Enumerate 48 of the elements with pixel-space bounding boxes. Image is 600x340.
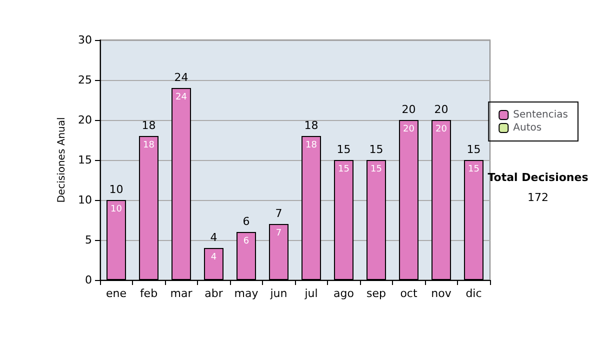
total-label: 15 [369, 143, 384, 156]
data-label: 6 [243, 236, 250, 246]
y-tick-label: 20 [78, 114, 92, 126]
y-tick-label: 0 [85, 274, 92, 286]
y-tick-label: 30 [78, 34, 92, 46]
x-tick-label: sep [366, 287, 386, 300]
y-tick-label: 5 [85, 234, 92, 246]
data-label: 20 [403, 124, 415, 134]
data-label: 15 [370, 164, 382, 174]
total-label: 15 [466, 143, 481, 156]
total-label: 24 [174, 71, 188, 84]
data-label: 4 [210, 252, 217, 262]
y-tick-label: 25 [78, 74, 92, 86]
total-label: 20 [434, 103, 448, 116]
x-tick-label: feb [140, 287, 158, 300]
x-tick-label: oct [400, 287, 418, 300]
x-tick-label: nov [431, 287, 452, 300]
x-tick-label: jun [269, 287, 288, 300]
total-label: 20 [402, 103, 416, 116]
y-tick-label: 15 [78, 154, 92, 166]
total-label: 6 [242, 215, 250, 228]
total-label: 4 [210, 231, 218, 244]
y-axis-title: Decisiones Anual [56, 117, 68, 203]
data-label: 20 [436, 124, 448, 134]
total-label: 15 [336, 143, 351, 156]
x-tick-label: mar [170, 287, 193, 300]
x-tick-label: dic [466, 287, 482, 300]
y-tick-label: 10 [78, 194, 92, 206]
data-label: 15 [468, 164, 480, 174]
total-label: 7 [275, 207, 282, 220]
x-tick-label: abr [204, 287, 224, 300]
x-tick-label: may [234, 287, 259, 300]
total-label: 18 [304, 119, 318, 132]
data-label: 10 [110, 204, 122, 214]
x-tick-label: jul [304, 287, 318, 300]
legend-label: Autos [513, 122, 542, 134]
annotation: Total Decisiones [488, 171, 589, 184]
data-label: 18 [143, 140, 155, 150]
x-tick-label: ene [106, 287, 127, 300]
x-tick-label: ago [334, 287, 354, 300]
data-label: 18 [306, 140, 318, 150]
data-label: 24 [176, 92, 188, 102]
data-label: 7 [276, 228, 282, 238]
data-label: 15 [338, 164, 350, 174]
total-label: 18 [142, 119, 156, 132]
total-label: 10 [109, 183, 124, 196]
legend-label: Sentencias [513, 110, 568, 120]
text: 172 [528, 191, 548, 204]
